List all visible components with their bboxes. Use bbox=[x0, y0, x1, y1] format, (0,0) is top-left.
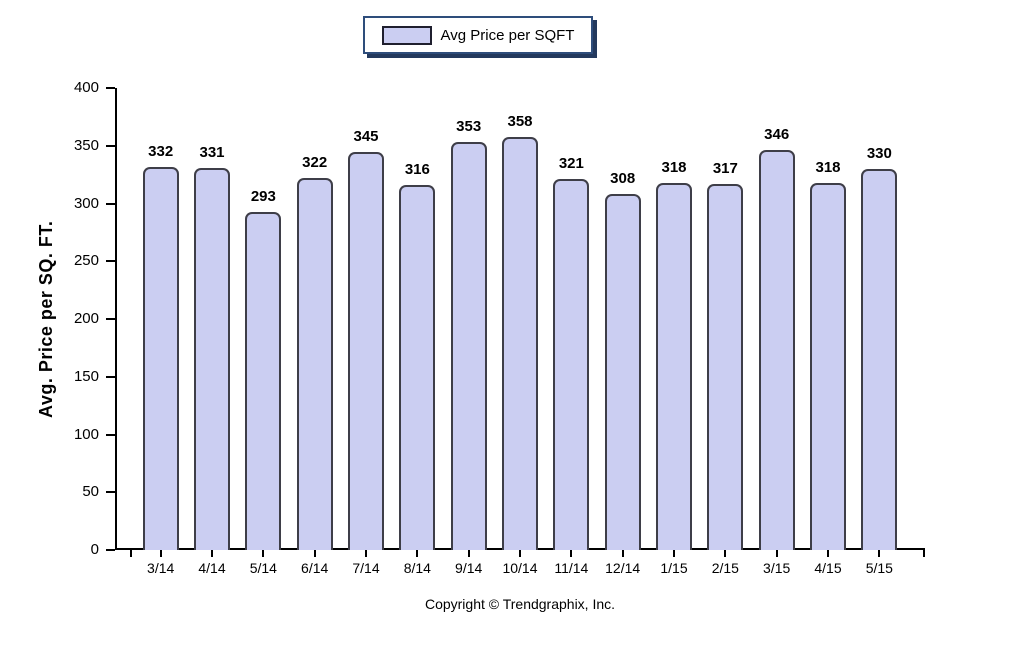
legend-swatch-avg-price bbox=[381, 25, 432, 45]
x-tick-label: 3/15 bbox=[763, 560, 791, 576]
x-tick-label: 6/14 bbox=[301, 560, 329, 576]
bar-value-label: 332 bbox=[148, 142, 174, 160]
x-tick bbox=[416, 550, 419, 557]
x-tick-label: 12/14 bbox=[605, 560, 641, 576]
bar-value-label: 316 bbox=[404, 161, 430, 179]
x-tick-label: 3/14 bbox=[147, 560, 175, 576]
bar bbox=[861, 168, 898, 550]
y-tick-label: 350 bbox=[73, 136, 99, 154]
y-tick bbox=[106, 433, 115, 436]
x-tick-label: 4/14 bbox=[198, 560, 226, 576]
bar bbox=[656, 182, 692, 550]
y-tick bbox=[106, 549, 115, 551]
y-tick bbox=[106, 318, 115, 320]
x-tick bbox=[621, 550, 624, 557]
plot-area: 0 50 100 150 200 250 300 350 400 332 3/14 331 4/14 29… bbox=[74, 79, 925, 576]
x-tick-label: 5/15 bbox=[865, 560, 893, 576]
x-tick-label: 4/15 bbox=[814, 560, 842, 576]
x-tick bbox=[878, 550, 881, 557]
bar-value-label: 330 bbox=[866, 144, 892, 162]
x-tick bbox=[467, 550, 470, 557]
bar bbox=[758, 150, 795, 550]
x-tick-label: 2/15 bbox=[711, 560, 739, 576]
x-tick bbox=[365, 550, 367, 557]
x-tick bbox=[827, 550, 829, 557]
x-tick bbox=[673, 550, 675, 557]
x-tick bbox=[159, 550, 162, 557]
x-tick-label: 9/14 bbox=[455, 560, 483, 576]
y-tick-label: 400 bbox=[73, 79, 99, 96]
x-tick bbox=[570, 550, 573, 557]
bar bbox=[553, 179, 590, 550]
bar-value-label: 318 bbox=[815, 158, 841, 176]
bar-value-label: 293 bbox=[250, 187, 276, 205]
y-tick-label: 200 bbox=[73, 310, 99, 327]
x-tick-label: 8/14 bbox=[403, 560, 431, 576]
bar-value-label: 321 bbox=[558, 155, 584, 173]
y-tick bbox=[106, 491, 115, 494]
copyright-text: Copyright © Trendgraphix, Inc. bbox=[424, 596, 616, 612]
bar-value-label: 322 bbox=[302, 154, 328, 172]
y-tick bbox=[106, 202, 115, 205]
y-tick-label: 250 bbox=[73, 252, 99, 270]
x-tick bbox=[724, 550, 727, 557]
x-tick-label: 1/15 bbox=[660, 560, 688, 576]
x-tick bbox=[313, 550, 316, 557]
y-tick-label: 50 bbox=[82, 483, 99, 501]
bar-value-label: 345 bbox=[353, 127, 379, 145]
x-axis-end-tick bbox=[923, 550, 925, 557]
y-tick-label: 150 bbox=[73, 367, 99, 385]
y-tick bbox=[106, 144, 115, 147]
bar bbox=[194, 167, 230, 550]
bar bbox=[707, 183, 744, 550]
bar-value-label: 331 bbox=[199, 143, 225, 161]
y-tick-label: 0 bbox=[90, 541, 99, 558]
bar-value-label: 353 bbox=[456, 118, 482, 136]
bar-value-label: 318 bbox=[661, 158, 687, 176]
bar-value-label: 346 bbox=[764, 126, 790, 144]
x-tick-label: 11/14 bbox=[554, 560, 589, 576]
x-tick bbox=[262, 550, 265, 557]
x-tick-label: 5/14 bbox=[249, 560, 277, 576]
bar-value-label: 317 bbox=[712, 159, 738, 177]
y-tick bbox=[106, 87, 115, 89]
y-tick-label: 300 bbox=[73, 194, 99, 212]
bar bbox=[245, 211, 282, 550]
bar bbox=[502, 136, 538, 550]
bar bbox=[399, 185, 436, 550]
bar bbox=[450, 142, 487, 550]
y-tick bbox=[106, 260, 115, 263]
bar bbox=[296, 178, 333, 550]
x-axis-end-tick bbox=[130, 550, 132, 557]
bar bbox=[348, 151, 384, 550]
y-axis-line bbox=[115, 88, 117, 550]
legend-label: Avg Price per SQFT bbox=[440, 26, 575, 44]
x-tick bbox=[211, 550, 213, 557]
bar bbox=[604, 194, 641, 550]
bar-value-label: 358 bbox=[507, 112, 533, 130]
x-tick-label: 7/14 bbox=[352, 560, 380, 576]
x-tick bbox=[775, 550, 778, 557]
x-tick bbox=[519, 550, 521, 557]
bar-value-label: 308 bbox=[610, 170, 636, 188]
bar bbox=[810, 182, 846, 550]
x-tick-label: 10/14 bbox=[502, 560, 538, 576]
y-tick-label: 100 bbox=[73, 425, 99, 443]
y-tick bbox=[106, 375, 115, 378]
bar bbox=[142, 166, 179, 550]
legend: Avg Price per SQFT bbox=[363, 16, 593, 54]
